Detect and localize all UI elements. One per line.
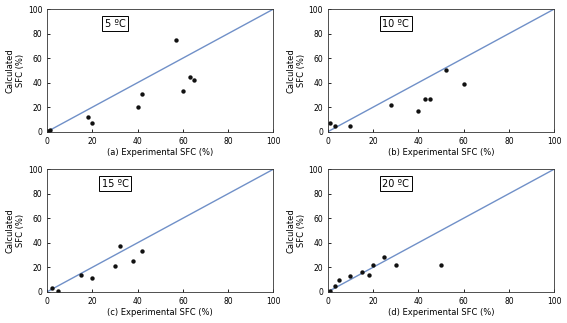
Point: [111, 264, 120, 269]
Point: [441, 68, 450, 73]
Point: [437, 262, 446, 267]
Text: 10 ºC: 10 ºC: [382, 19, 409, 29]
Point: [414, 108, 423, 113]
Point: [185, 74, 194, 79]
Point: [364, 272, 373, 277]
Point: [369, 262, 378, 267]
Point: [133, 105, 142, 110]
Point: [54, 288, 63, 293]
Y-axis label: Calculated
SFC (%): Calculated SFC (%): [6, 48, 25, 93]
Point: [425, 96, 434, 101]
Point: [459, 81, 468, 87]
Point: [387, 102, 396, 107]
Point: [335, 277, 344, 282]
Y-axis label: Calculated
SFC (%): Calculated SFC (%): [286, 48, 306, 93]
Point: [138, 249, 147, 254]
Point: [83, 114, 92, 120]
Point: [138, 91, 147, 96]
X-axis label: (c) Experimental SFC (%): (c) Experimental SFC (%): [107, 308, 213, 318]
Point: [190, 78, 199, 83]
Point: [47, 286, 56, 291]
X-axis label: (a) Experimental SFC (%): (a) Experimental SFC (%): [107, 148, 213, 157]
Text: 15 ºC: 15 ºC: [101, 179, 129, 189]
Point: [115, 244, 124, 249]
Point: [77, 272, 86, 277]
Point: [380, 255, 389, 260]
Point: [46, 128, 55, 133]
Y-axis label: Calculated
SFC (%): Calculated SFC (%): [286, 208, 306, 253]
Text: 20 ºC: 20 ºC: [382, 179, 409, 189]
Point: [44, 129, 53, 134]
X-axis label: (b) Experimental SFC (%): (b) Experimental SFC (%): [388, 148, 494, 157]
Text: 5 ºC: 5 ºC: [105, 19, 125, 29]
Point: [325, 288, 335, 293]
Point: [346, 273, 355, 278]
X-axis label: (d) Experimental SFC (%): (d) Experimental SFC (%): [388, 308, 494, 318]
Point: [330, 283, 339, 288]
Point: [391, 262, 400, 267]
Y-axis label: Calculated
SFC (%): Calculated SFC (%): [6, 208, 25, 253]
Point: [421, 96, 430, 101]
Point: [179, 89, 188, 94]
Point: [330, 123, 339, 128]
Point: [357, 270, 366, 275]
Point: [129, 259, 138, 264]
Point: [346, 123, 355, 128]
Point: [325, 120, 335, 126]
Point: [88, 276, 97, 281]
Point: [88, 120, 97, 126]
Point: [172, 37, 181, 42]
